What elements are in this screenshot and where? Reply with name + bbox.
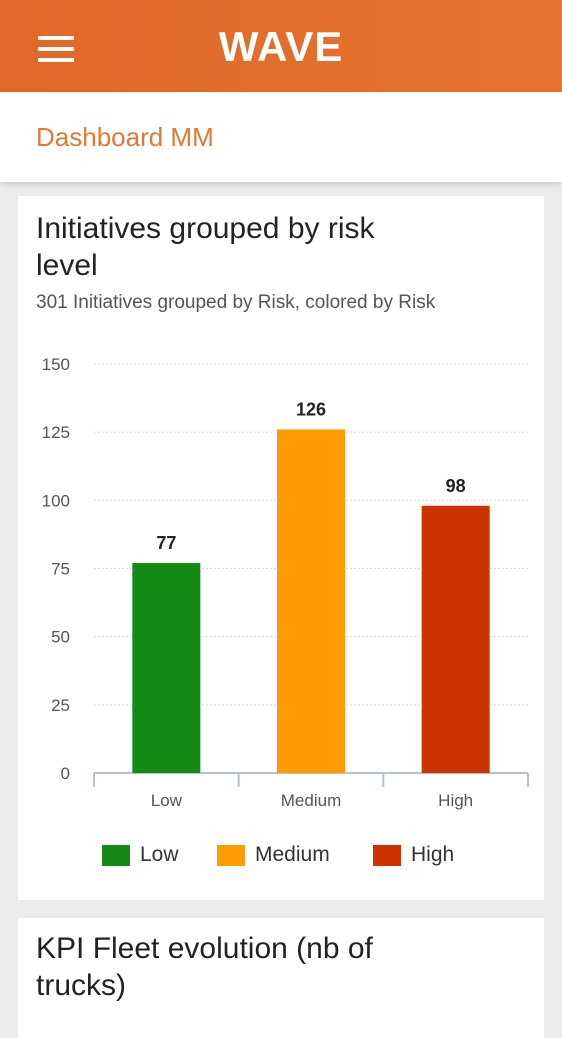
kpi-fleet-card: KPI Fleet evolution (nb of trucks) <box>18 918 544 1038</box>
hamburger-menu-icon[interactable] <box>38 36 74 62</box>
y-tick-label: 150 <box>42 355 70 374</box>
legend-label-medium: Medium <box>255 843 330 866</box>
y-tick-label: 100 <box>42 491 70 510</box>
y-tick-label: 50 <box>51 628 70 647</box>
page-title: Dashboard MM <box>36 122 214 152</box>
bar-medium <box>277 429 345 773</box>
bar-high <box>421 505 490 773</box>
legend-swatch-high <box>373 844 401 866</box>
chart-legend: Low Medium High <box>18 840 544 870</box>
y-tick-label: 25 <box>51 696 70 715</box>
y-tick-label: 75 <box>51 560 70 579</box>
x-tick-label: High <box>438 791 473 810</box>
legend-item-low[interactable]: Low <box>102 840 179 870</box>
y-tick-label: 0 <box>61 764 70 783</box>
wave-logo[interactable]: WAVE <box>218 23 344 70</box>
bar-value-label: 98 <box>446 476 466 496</box>
bar-value-label: 77 <box>156 533 176 553</box>
x-tick-label: Medium <box>281 791 341 810</box>
card-title: Initiatives grouped by risk level <box>36 212 375 282</box>
x-tick-label: Low <box>151 791 183 810</box>
menu-bar-top <box>38 36 74 40</box>
card-title: KPI Fleet evolution (nb of trucks) <box>36 932 373 1002</box>
menu-bar-middle <box>38 47 74 51</box>
legend-label-low: Low <box>140 843 179 866</box>
legend-swatch-medium <box>217 844 245 866</box>
bar-value-label: 126 <box>296 399 326 419</box>
legend-item-high[interactable]: High <box>373 840 454 870</box>
legend-label-high: High <box>411 843 455 866</box>
legend-swatch-low <box>102 844 130 866</box>
card-subtitle: 301 Initiatives grouped by Risk, colored… <box>36 292 436 313</box>
menu-bar-bottom <box>38 58 74 62</box>
risk-chart-card: Initiatives grouped by risk level 301 In… <box>18 196 544 900</box>
bar-low <box>132 563 201 773</box>
legend-item-medium[interactable]: Medium <box>217 840 330 870</box>
y-tick-label: 125 <box>42 423 70 442</box>
app-header: WAVE <box>0 0 562 92</box>
risk-bar-chart: 0 25 50 75 100 125 150 77 Low 126 Medium 98 High <box>42 355 529 810</box>
page-title-bar: Dashboard MM <box>0 92 562 182</box>
